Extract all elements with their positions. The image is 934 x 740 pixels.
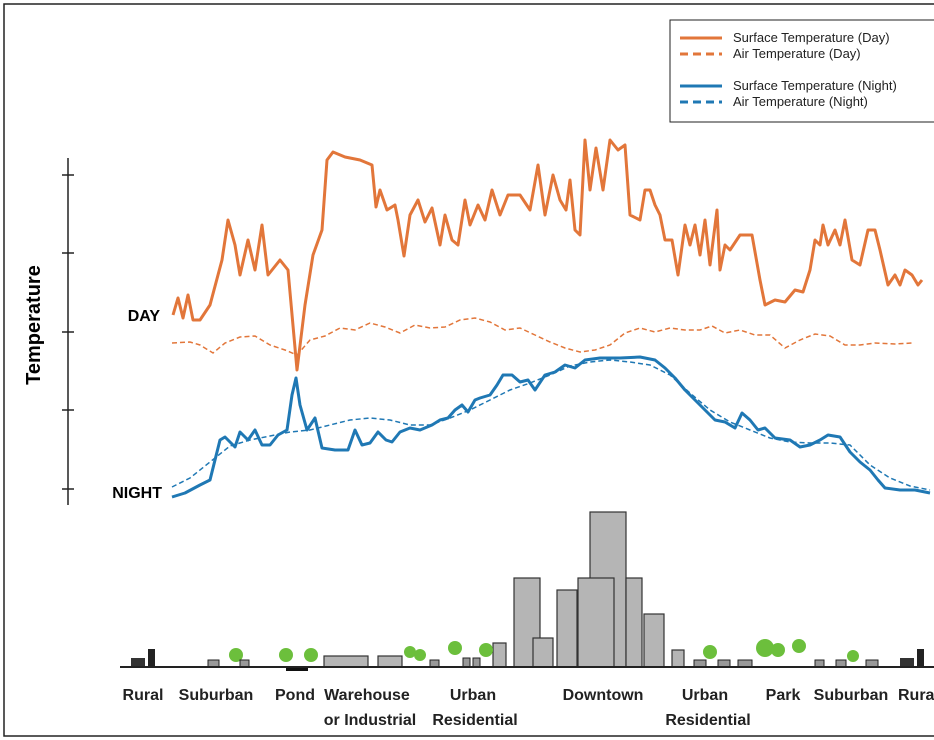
legend-label: Surface Temperature (Day) xyxy=(733,30,890,45)
air-day-curve xyxy=(171,317,913,356)
zone-labels: Rural Suburban Pond Warehouse or Industr… xyxy=(123,687,934,729)
zone-label: Rural xyxy=(898,687,934,704)
surface-day-curve xyxy=(171,138,924,372)
zone-label: Urban xyxy=(450,687,496,704)
y-axis-label: Temperature xyxy=(23,265,45,385)
level-label: NIGHT xyxy=(112,485,162,502)
zone-label: Downtown xyxy=(563,687,644,704)
zone-label: Residential xyxy=(432,712,517,729)
surface-night-curve xyxy=(171,355,931,499)
level-label: DAY xyxy=(128,308,161,325)
skyline xyxy=(120,511,934,671)
legend-label: Air Temperature (Night) xyxy=(733,94,868,109)
zone-label: Suburban xyxy=(814,687,889,704)
zone-label: Suburban xyxy=(179,687,254,704)
frame xyxy=(3,3,934,737)
zone-label: Residential xyxy=(665,712,750,729)
zone-label: Urban xyxy=(682,687,728,704)
legend-label: Air Temperature (Day) xyxy=(733,46,861,61)
legend-label: Surface Temperature (Night) xyxy=(733,78,897,93)
zone-label: Rural xyxy=(123,687,164,704)
y-axis xyxy=(62,158,74,505)
air-night-curve xyxy=(171,359,931,491)
zone-label: Pond xyxy=(275,687,315,704)
zone-label: Warehouse xyxy=(324,687,410,704)
zone-label: Park xyxy=(766,687,801,704)
zone-label: or Industrial xyxy=(324,712,416,729)
